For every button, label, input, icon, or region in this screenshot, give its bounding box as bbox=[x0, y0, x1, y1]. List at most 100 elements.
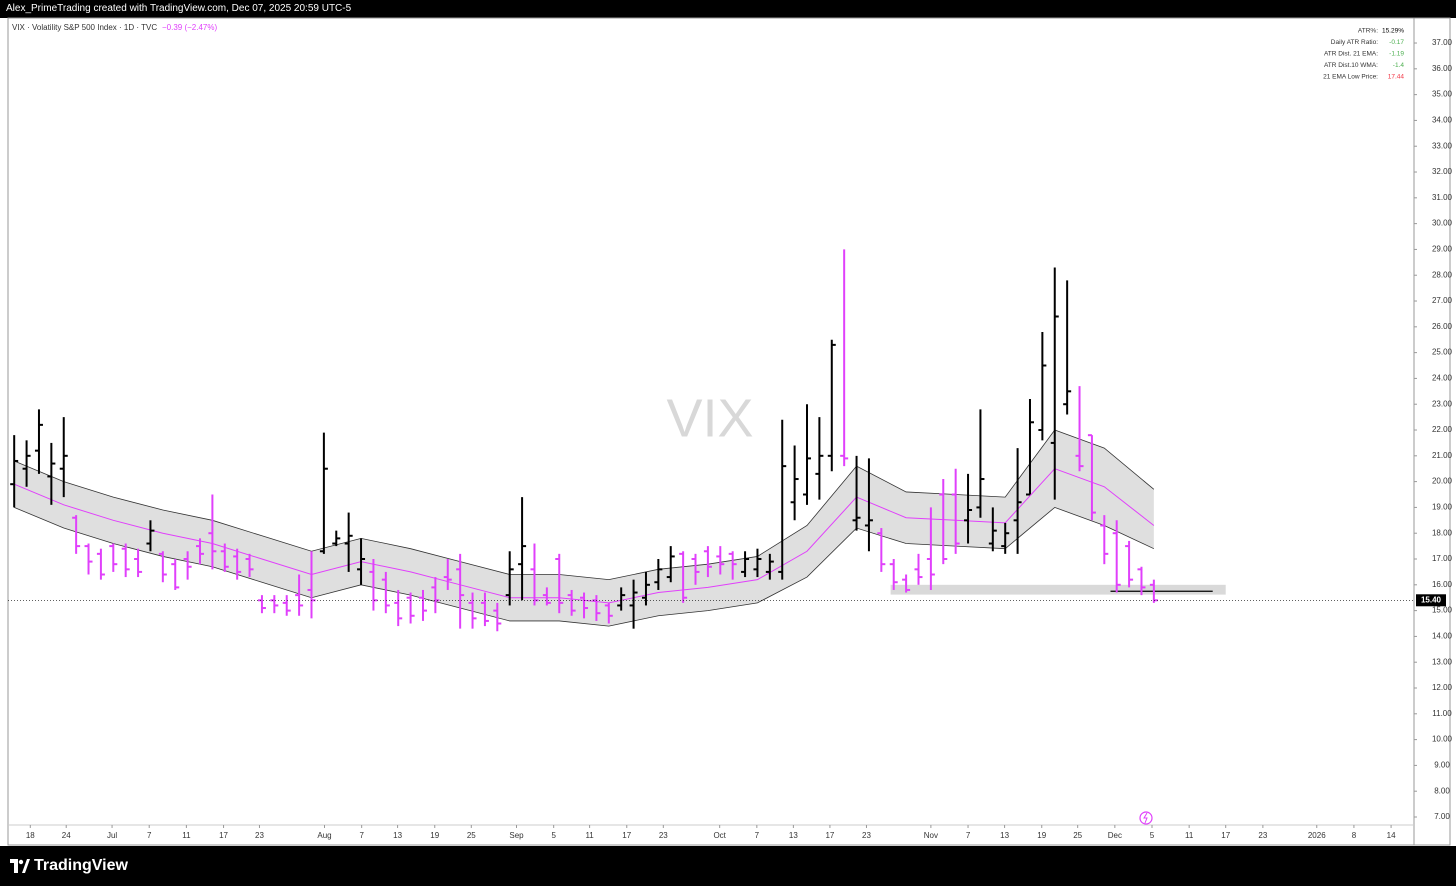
band-lower bbox=[14, 506, 1155, 627]
y-tick-label: 17.00 bbox=[1432, 554, 1453, 563]
y-tick-label: 36.00 bbox=[1432, 64, 1453, 73]
y-tick-label: 27.00 bbox=[1432, 296, 1453, 305]
y-tick-label: 11.00 bbox=[1432, 709, 1452, 718]
y-tick-label: 23.00 bbox=[1432, 399, 1453, 408]
ohlc-bar bbox=[319, 432, 328, 554]
ohlc-bar bbox=[257, 595, 266, 614]
x-tick-label: 5 bbox=[551, 831, 556, 840]
support-zone bbox=[890, 584, 1226, 595]
ohlc-bar bbox=[183, 551, 192, 580]
ohlc-bar bbox=[196, 538, 205, 565]
plot-frame bbox=[7, 17, 1451, 846]
ohlc-bar bbox=[418, 589, 427, 621]
ohlc-bar bbox=[109, 543, 118, 572]
ohlc-bar bbox=[59, 417, 68, 498]
ohlc-bar bbox=[518, 497, 527, 601]
ohlc-bar bbox=[357, 538, 366, 585]
ohlc-bar bbox=[1038, 331, 1047, 441]
x-tick-label: 13 bbox=[393, 831, 402, 840]
x-tick-label: 17 bbox=[622, 831, 631, 840]
info-value: -1.4 bbox=[1393, 62, 1405, 69]
x-tick-label: 18 bbox=[26, 831, 35, 840]
ohlc-bar bbox=[951, 468, 960, 554]
x-tick-label: 7 bbox=[359, 831, 364, 840]
ohlc-bar bbox=[344, 512, 353, 572]
y-tick-label: 12.00 bbox=[1432, 683, 1453, 692]
y-tick-label: 32.00 bbox=[1432, 167, 1453, 176]
ohlc-bar bbox=[716, 546, 725, 575]
ohlc-bar bbox=[443, 559, 452, 590]
x-tick-label: Aug bbox=[317, 831, 331, 840]
x-tick-label: 14 bbox=[1387, 831, 1396, 840]
ohlc-bar bbox=[877, 528, 886, 572]
y-tick-label: 14.00 bbox=[1432, 632, 1453, 641]
change-legend: −0.39 (−2.47%) bbox=[162, 23, 217, 32]
event-icon[interactable] bbox=[1139, 811, 1153, 825]
x-tick-label: Sep bbox=[509, 831, 524, 840]
y-tick-label: 28.00 bbox=[1432, 270, 1453, 279]
y-tick-label: 8.00 bbox=[1434, 786, 1450, 795]
ohlc-bar bbox=[1087, 434, 1096, 521]
brand-logo: TradingView bbox=[34, 857, 128, 874]
x-tick-label: 11 bbox=[182, 831, 191, 840]
ohlc-bar bbox=[493, 602, 502, 632]
ohlc-bar bbox=[654, 559, 663, 590]
ohlc-bar bbox=[1063, 280, 1072, 415]
ohlc-bar bbox=[406, 592, 415, 624]
x-tick-label: 23 bbox=[255, 831, 264, 840]
y-tick-label: 37.00 bbox=[1432, 38, 1453, 47]
y-tick-label: 7.00 bbox=[1434, 812, 1450, 821]
x-tick-label: 23 bbox=[862, 831, 871, 840]
y-tick-label: 34.00 bbox=[1432, 116, 1453, 125]
y-tick-label: 29.00 bbox=[1432, 245, 1453, 254]
credit: Alex_PrimeTrading created with TradingVi… bbox=[6, 3, 352, 14]
ohlc-bar bbox=[10, 435, 19, 508]
ohlc-bar bbox=[542, 587, 551, 606]
y-tick-label: 21.00 bbox=[1432, 451, 1453, 460]
x-tick-label: 2026 bbox=[1308, 831, 1326, 840]
ohlc-bar bbox=[456, 553, 465, 629]
info-label: ATR%: bbox=[1358, 28, 1378, 35]
y-tick-label: 9.00 bbox=[1434, 761, 1450, 770]
x-tick-label: 7 bbox=[755, 831, 760, 840]
ohlc-bar bbox=[72, 515, 81, 554]
info-value: -1.19 bbox=[1389, 51, 1404, 58]
ohlc-bar bbox=[171, 559, 180, 590]
ohlc-bar bbox=[889, 559, 898, 590]
x-tick-label: Nov bbox=[924, 831, 938, 840]
y-tick-label: 35.00 bbox=[1432, 90, 1453, 99]
brand-icon bbox=[10, 859, 30, 873]
ohlc-bar bbox=[852, 455, 861, 531]
ohlc-bar bbox=[332, 530, 341, 547]
ohlc-bar bbox=[728, 551, 737, 580]
y-tick-label: 19.00 bbox=[1432, 503, 1453, 512]
ohlc-bar bbox=[1125, 540, 1134, 588]
ohlc-bar bbox=[617, 587, 626, 611]
ohlc-bar bbox=[926, 507, 935, 590]
x-tick-label: 23 bbox=[659, 831, 668, 840]
ohlc-bar bbox=[381, 571, 390, 614]
ohlc-bar bbox=[629, 579, 638, 629]
ohlc-bar bbox=[505, 551, 514, 606]
info-label: ATR Dist.10 WMA: bbox=[1324, 62, 1378, 69]
ohlc-bar bbox=[741, 551, 750, 578]
ohlc-bar bbox=[840, 249, 849, 467]
chart: VIX VIX · Volatility S&P 500 Index · 1D … bbox=[7, 17, 1453, 846]
y-tick-label: 13.00 bbox=[1432, 657, 1453, 666]
ohlc-bar bbox=[121, 543, 130, 578]
symbol-legend: VIX · Volatility S&P 500 Index · 1D · TV… bbox=[12, 23, 157, 32]
ohlc-bar bbox=[778, 419, 787, 580]
x-tick-label: 25 bbox=[1073, 831, 1082, 840]
ohlc-bar bbox=[245, 553, 254, 578]
x-tick-label: 17 bbox=[825, 831, 834, 840]
x-tick-label: 17 bbox=[219, 831, 228, 840]
y-tick-label: 22.00 bbox=[1432, 425, 1453, 434]
ohlc-bar bbox=[1137, 566, 1146, 596]
info-value: -0.17 bbox=[1389, 39, 1404, 46]
x-tick-label: 25 bbox=[467, 831, 476, 840]
y-tick-label: 18.00 bbox=[1432, 528, 1453, 537]
info-value: 15.29% bbox=[1382, 28, 1404, 35]
ohlc-bar bbox=[84, 543, 93, 575]
ohlc-bar bbox=[765, 553, 774, 580]
